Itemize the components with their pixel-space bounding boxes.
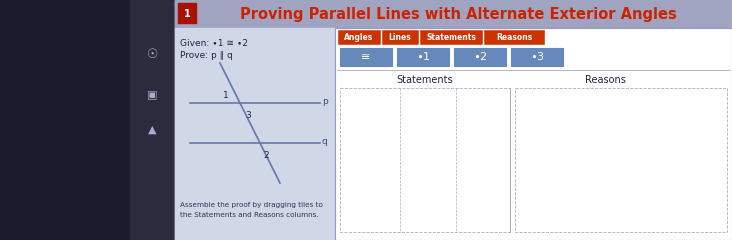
Text: Reasons: Reasons (496, 32, 532, 42)
Text: Proving Parallel Lines with Alternate Exterior Angles: Proving Parallel Lines with Alternate Ex… (240, 7, 677, 23)
Text: p: p (322, 96, 328, 106)
Bar (454, 48, 506, 66)
Text: the Statements and Reasons columns.: the Statements and Reasons columns. (180, 212, 318, 218)
Bar (0, 0, 130, 240)
Bar (178, 3, 196, 23)
Text: ▲: ▲ (149, 125, 157, 135)
Text: Given: ∙1 ≅ ∙2: Given: ∙1 ≅ ∙2 (180, 38, 248, 48)
Text: Statements: Statements (397, 75, 453, 85)
Text: Prove: p ∥ q: Prove: p ∥ q (180, 52, 233, 60)
Bar (175, 0, 732, 28)
Text: Reasons: Reasons (585, 75, 625, 85)
Text: Angles: Angles (344, 32, 373, 42)
Bar (420, 30, 482, 44)
Text: 1: 1 (184, 9, 190, 19)
Bar (340, 88, 510, 232)
Text: ☉: ☉ (147, 48, 158, 61)
Text: ≅: ≅ (362, 52, 370, 62)
Text: ∙3: ∙3 (530, 52, 544, 62)
Text: 3: 3 (245, 110, 251, 120)
Bar (382, 30, 418, 44)
Bar (484, 30, 544, 44)
Text: Statements: Statements (426, 32, 476, 42)
Bar (340, 48, 392, 66)
Text: 1: 1 (223, 90, 229, 100)
Bar (511, 48, 563, 66)
Text: Lines: Lines (389, 32, 411, 42)
Bar (175, 28, 335, 240)
Bar (335, 28, 732, 240)
Bar (515, 88, 727, 232)
Text: ∙1: ∙1 (416, 52, 430, 62)
Bar (335, 28, 732, 240)
Text: ∙2: ∙2 (473, 52, 487, 62)
Bar (338, 30, 380, 44)
Text: Assemble the proof by dragging tiles to: Assemble the proof by dragging tiles to (180, 202, 323, 208)
Text: ▣: ▣ (147, 90, 158, 100)
Bar (175, 0, 732, 240)
Text: 2: 2 (264, 150, 269, 160)
Bar (397, 48, 449, 66)
Bar (130, 0, 175, 240)
Text: q: q (322, 137, 328, 145)
